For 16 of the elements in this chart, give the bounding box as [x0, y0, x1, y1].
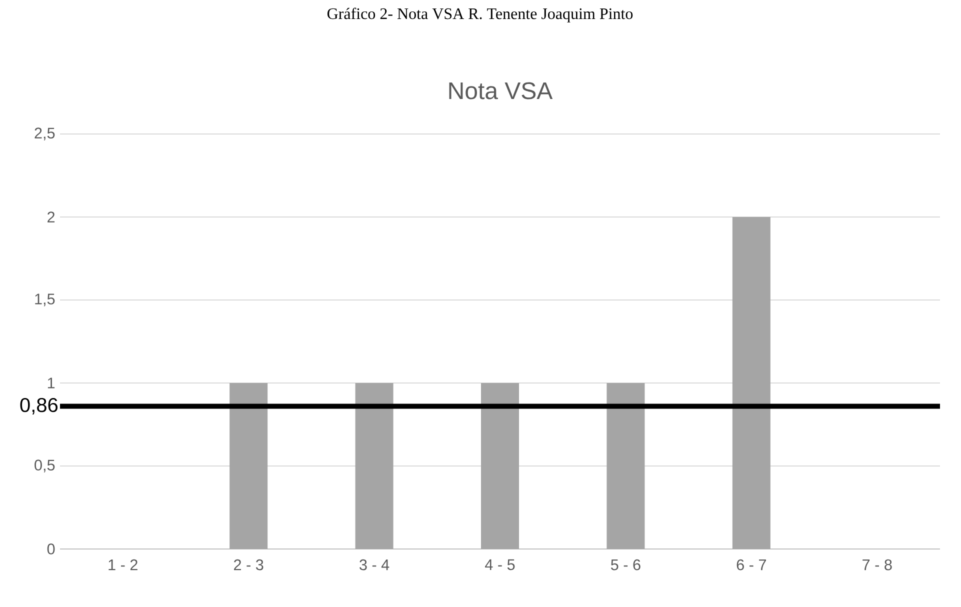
y-tick-label: 0 — [47, 544, 55, 554]
x-tick-label: 3 - 4 — [360, 559, 390, 570]
y-tick-label: 0,5 — [34, 460, 55, 472]
x-tick-label: 6 - 7 — [736, 559, 766, 570]
x-tick-label: 1 - 2 — [108, 559, 138, 570]
y-tick-label: 2,5 — [34, 128, 55, 140]
x-tick-label: 4 - 5 — [485, 559, 515, 570]
y-tick-label: 1 — [48, 378, 55, 388]
y-tick-label: 2 — [48, 212, 55, 222]
x-tick-label: 2 - 3 — [234, 559, 264, 570]
x-tick-label: 5 - 6 — [610, 559, 640, 570]
y-tick-label: 1,5 — [35, 294, 55, 306]
ref-line-label: 0,86 — [20, 398, 58, 414]
x-tick-label: 7 - 8 — [862, 559, 892, 570]
text: Gráfico 2- Nota VSA R. Tenente Joaquim Pinto — [327, 8, 633, 22]
chart-title: Nota VSA — [449, 82, 553, 100]
